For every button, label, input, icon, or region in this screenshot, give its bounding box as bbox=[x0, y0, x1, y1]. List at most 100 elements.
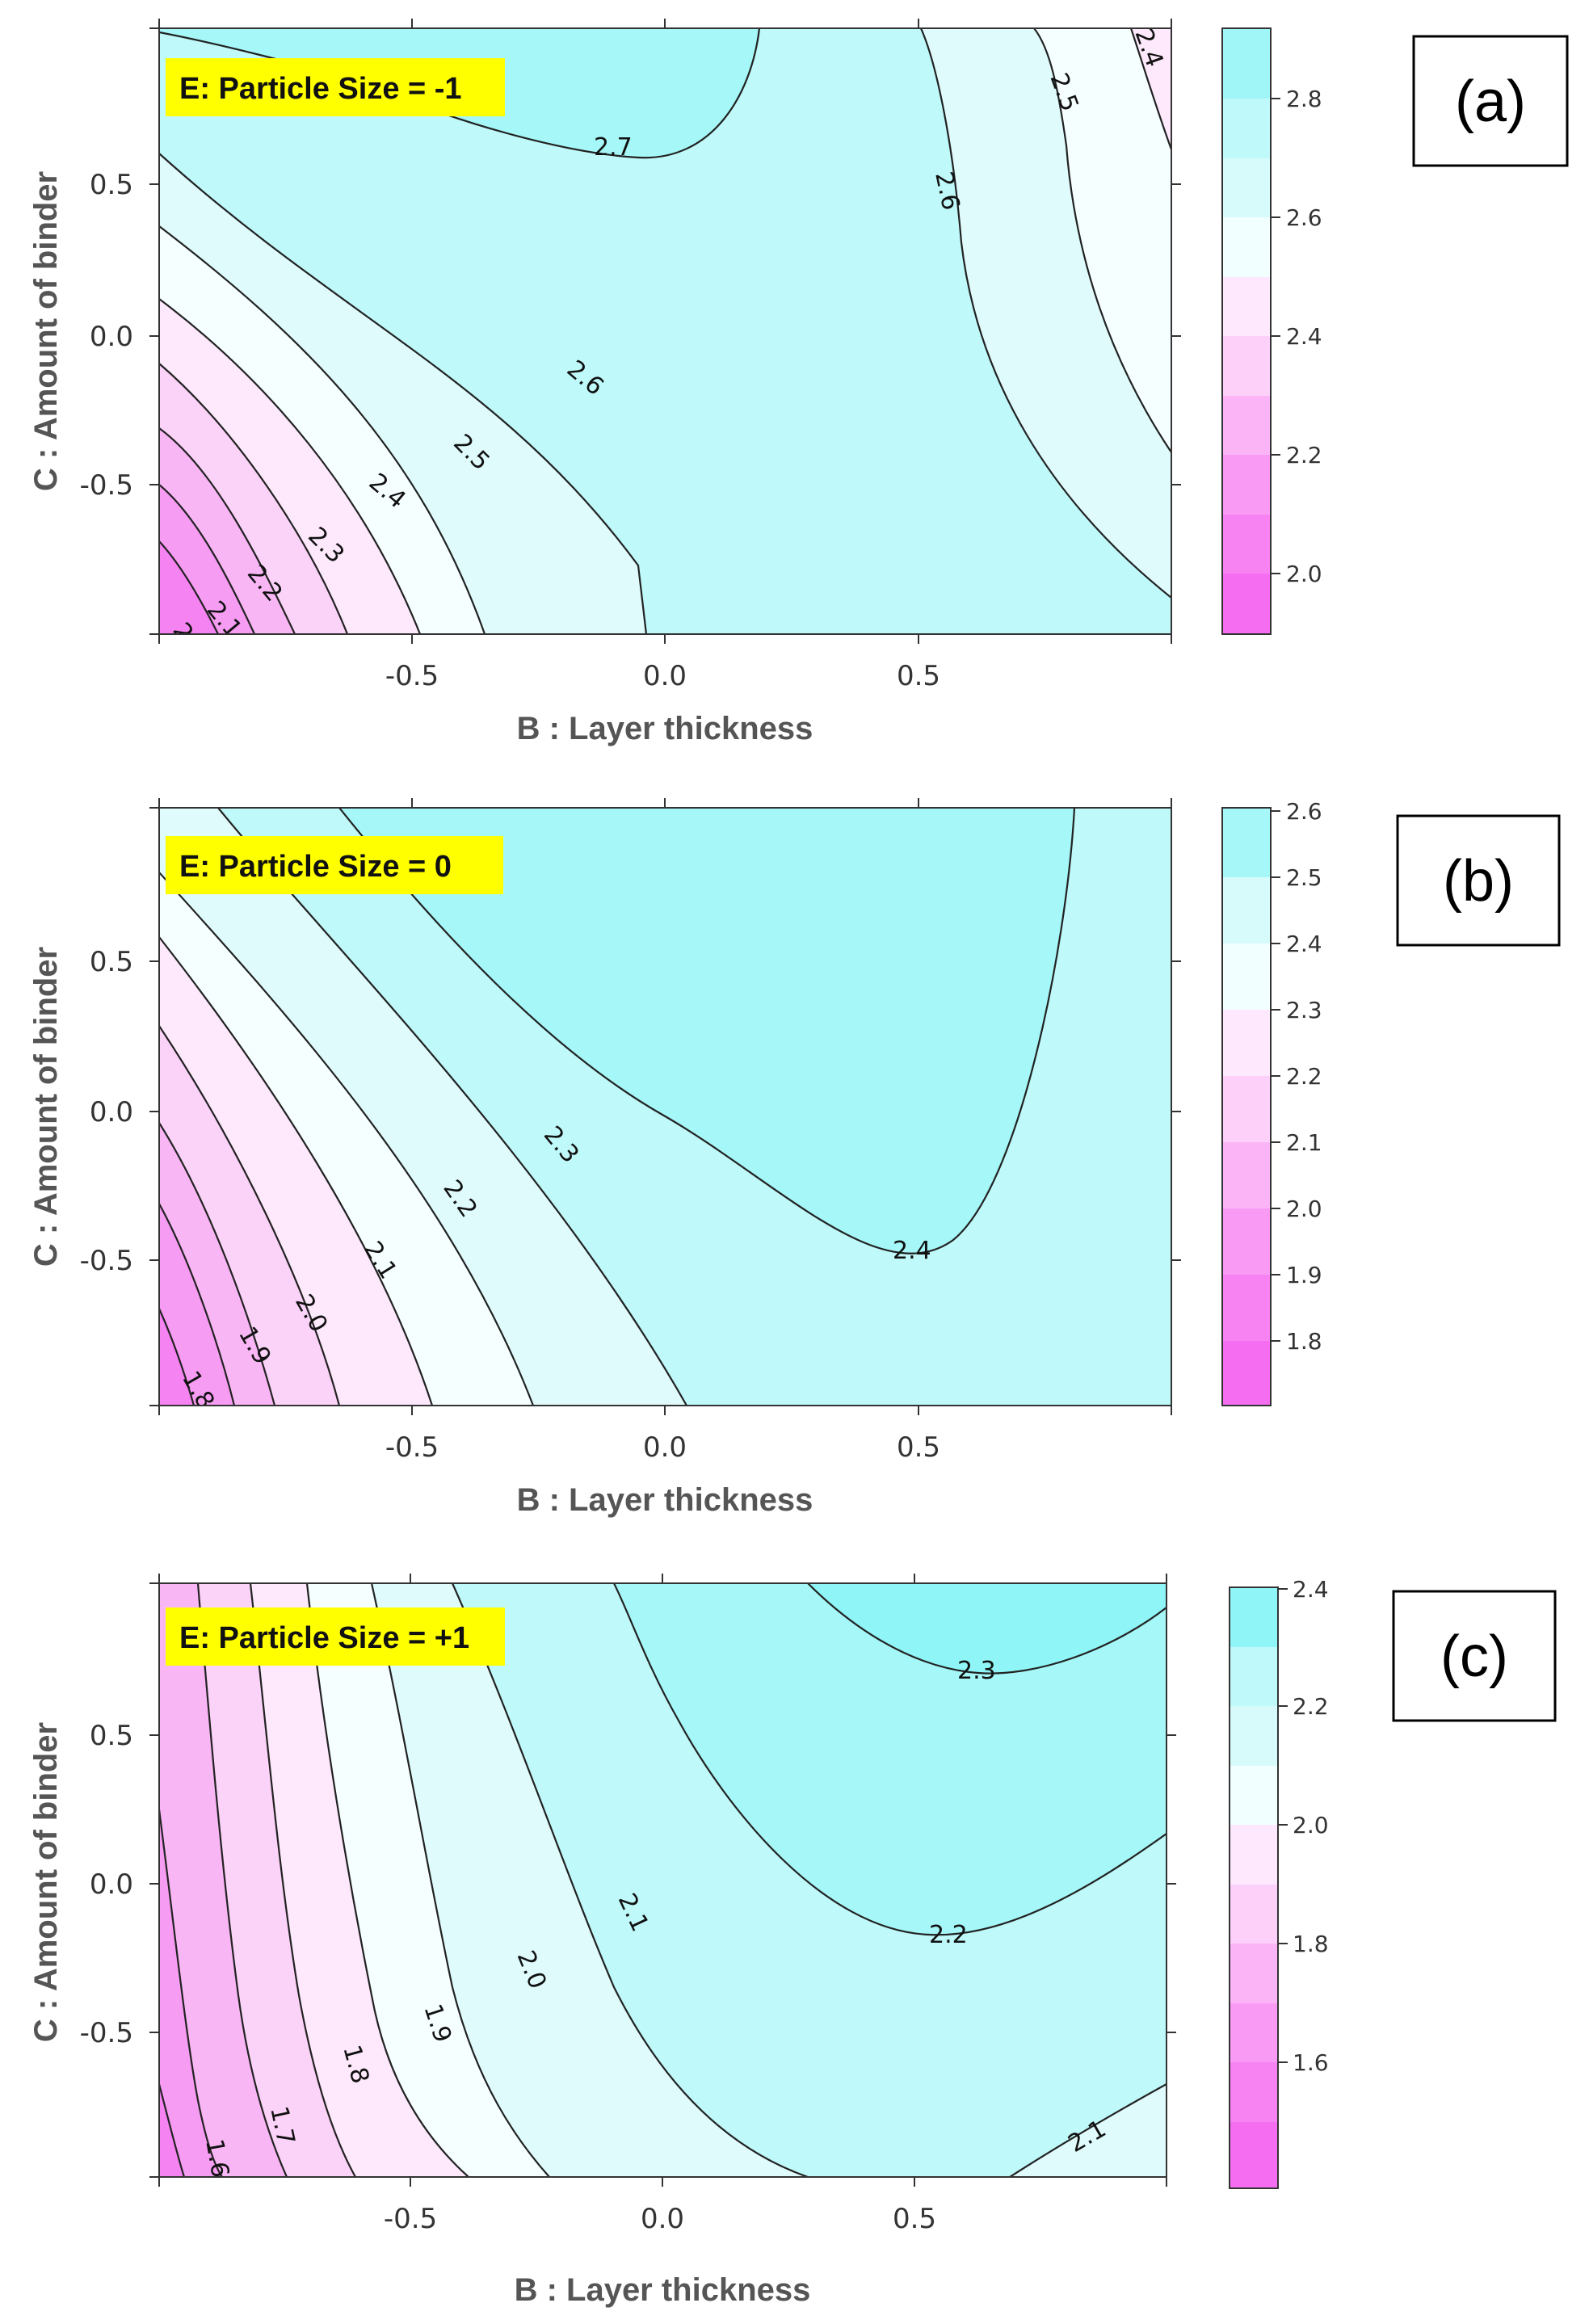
contour-line bbox=[159, 484, 255, 634]
colorbar-segment bbox=[1222, 1208, 1271, 1275]
contour-label: 2.4 bbox=[893, 1237, 931, 1265]
colorbar-tick-label: 1.8 bbox=[1293, 1931, 1329, 1957]
contour-line bbox=[1033, 28, 1171, 453]
colorbar-tick-label: 1.9 bbox=[1286, 1262, 1322, 1288]
contour-line bbox=[159, 1809, 223, 2177]
band-fill bbox=[159, 2084, 184, 2177]
contour-line bbox=[159, 1203, 236, 1406]
colorbar-tick-label: 2.4 bbox=[1286, 323, 1322, 350]
colorbar-segment bbox=[1230, 2122, 1278, 2188]
contour-line bbox=[159, 2083, 186, 2177]
panel-b-fill: 1.8 1.9 2.0 2.1 2.2 2.3 2.4 bbox=[159, 808, 1171, 1406]
panel-a: 2.0 2.1 2.2 2.3 2.4 2.5 2.6 2.7 2.6 2.5 … bbox=[28, 19, 1569, 746]
band-fill bbox=[614, 1583, 1167, 1935]
band-fill bbox=[1034, 28, 1171, 452]
contour-line bbox=[159, 872, 535, 1406]
panel-label: (a) bbox=[1455, 69, 1526, 134]
contour-line bbox=[159, 1308, 195, 1406]
x-tick-label: 0.0 bbox=[643, 1431, 687, 1464]
colorbar-segment bbox=[1230, 1944, 1278, 2003]
contour-line bbox=[1009, 2083, 1167, 2177]
contour-line bbox=[159, 28, 761, 159]
y-axis-label: C : Amount of binder bbox=[28, 171, 64, 491]
y-tick-label: 0.5 bbox=[90, 1720, 133, 1752]
x-tick-label: -0.5 bbox=[385, 660, 439, 692]
colorbar-segment bbox=[1222, 396, 1271, 455]
colorbar-segment bbox=[1230, 2062, 1278, 2122]
x-tick-label: -0.5 bbox=[384, 2203, 437, 2235]
panel-label-box bbox=[1396, 814, 1561, 947]
colorbar-segment bbox=[1222, 574, 1271, 634]
annotation-text: E: Particle Size = 0 bbox=[179, 850, 452, 884]
contour-line bbox=[159, 363, 349, 634]
band-fill bbox=[1010, 2084, 1167, 2177]
y-tick-label: 0.0 bbox=[90, 1868, 133, 1901]
contour-label: 2.2 bbox=[929, 1921, 968, 1949]
colorbar-tick-label: 2.4 bbox=[1293, 1576, 1329, 1603]
colorbar-frame bbox=[1229, 1586, 1279, 2189]
x-tick-label: 0.0 bbox=[643, 660, 687, 692]
x-tick-label: 0.5 bbox=[893, 2203, 936, 2235]
contour-line bbox=[305, 1583, 469, 2177]
contour-line bbox=[807, 1583, 1167, 1675]
colorbar-tick-label: 2.6 bbox=[1286, 204, 1322, 231]
colorbar-tick-label: 2.2 bbox=[1286, 1063, 1322, 1090]
panel-label-box bbox=[1412, 35, 1569, 167]
colorbar-segment bbox=[1222, 1341, 1271, 1406]
contour-line bbox=[370, 1583, 550, 2177]
contour-line bbox=[159, 298, 422, 634]
panel-label-box bbox=[1392, 1590, 1557, 1722]
colorbar-segment bbox=[1230, 1706, 1278, 1766]
colorbar-frame bbox=[1221, 807, 1272, 1406]
colorbar-segment bbox=[1222, 943, 1271, 1010]
colorbar-segment bbox=[1222, 1010, 1271, 1076]
colorbar-tick-label: 2.0 bbox=[1286, 1196, 1322, 1222]
y-axis-label: C : Amount of binder bbox=[28, 1722, 64, 2042]
colorbar-segment bbox=[1222, 877, 1271, 943]
colorbar-segment bbox=[1230, 1766, 1278, 1825]
colorbar-tick-label: 2.8 bbox=[1286, 86, 1322, 112]
colorbar-segment bbox=[1222, 99, 1271, 158]
y-tick-label: 0.0 bbox=[90, 1096, 133, 1128]
colorbar-tick-label: 1.8 bbox=[1286, 1328, 1322, 1355]
contour-line bbox=[159, 225, 486, 634]
colorbar-tick-label: 2.6 bbox=[1286, 798, 1322, 825]
panel-c-contours bbox=[159, 1583, 1167, 2177]
annotation-text: E: Particle Size = -1 bbox=[179, 72, 462, 106]
colorbar-segment bbox=[1222, 808, 1271, 877]
colorbar-segment bbox=[1230, 1825, 1278, 1885]
x-axis-label: B : Layer thickness bbox=[517, 711, 813, 746]
x-tick-label: 0.0 bbox=[641, 2203, 684, 2235]
colorbar-tick-label: 2.4 bbox=[1286, 931, 1322, 957]
contour-label: 2.7 bbox=[594, 133, 633, 162]
colorbar-tick-label: 2.2 bbox=[1286, 442, 1322, 469]
x-tick-label: 0.5 bbox=[897, 1431, 940, 1464]
annotation-badge bbox=[166, 1607, 505, 1666]
colorbar-tick-label: 1.6 bbox=[1293, 2049, 1329, 2076]
colorbar-segment bbox=[1222, 217, 1271, 277]
panel-a-tick-marks bbox=[149, 19, 1181, 644]
contour-line bbox=[159, 1025, 341, 1406]
contour-line bbox=[451, 1583, 809, 2177]
panel-a-contours bbox=[159, 28, 1171, 634]
colorbar-b: 1.8 1.9 2.0 2.1 2.2 2.3 2.4 2.5 2.6 bbox=[1221, 798, 1322, 1406]
annotation-text: E: Particle Size = +1 bbox=[179, 1621, 469, 1655]
band-fill bbox=[159, 541, 218, 634]
colorbar-segment bbox=[1230, 1647, 1278, 1706]
contour-line bbox=[919, 28, 1171, 599]
band-fill bbox=[808, 1583, 1167, 1674]
contour-line bbox=[159, 1122, 276, 1406]
colorbar-tick-label: 2.5 bbox=[1286, 864, 1322, 891]
panel-c: 1.6 1.7 1.8 1.9 2.0 2.1 2.2 2.3 2.1 -0.5… bbox=[28, 1574, 1557, 2308]
colorbar-segment bbox=[1222, 28, 1271, 99]
x-axis-label: B : Layer thickness bbox=[517, 1482, 813, 1518]
x-axis-label: B : Layer thickness bbox=[515, 2272, 811, 2308]
annotation-badge bbox=[166, 58, 505, 116]
y-axis-label: C : Amount of binder bbox=[28, 947, 64, 1267]
panel-c-fill: 1.6 1.7 1.8 1.9 2.0 2.1 2.2 2.3 2.1 bbox=[159, 1583, 1167, 2177]
colorbar-segment bbox=[1222, 1076, 1271, 1142]
contour-line bbox=[159, 153, 648, 634]
y-tick-label: 0.5 bbox=[90, 946, 133, 978]
colorbar-segment bbox=[1222, 1275, 1271, 1341]
